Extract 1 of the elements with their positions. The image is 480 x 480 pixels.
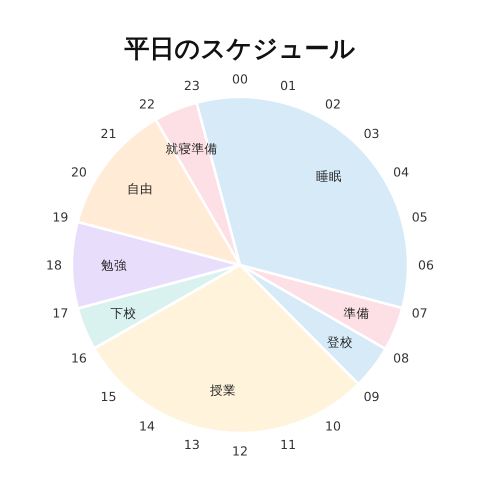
title: 平日のスケジュール <box>124 34 356 63</box>
